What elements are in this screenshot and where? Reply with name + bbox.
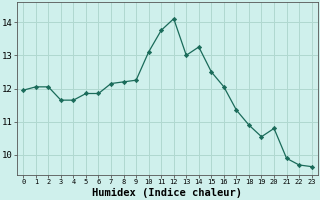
X-axis label: Humidex (Indice chaleur): Humidex (Indice chaleur) bbox=[92, 188, 243, 198]
